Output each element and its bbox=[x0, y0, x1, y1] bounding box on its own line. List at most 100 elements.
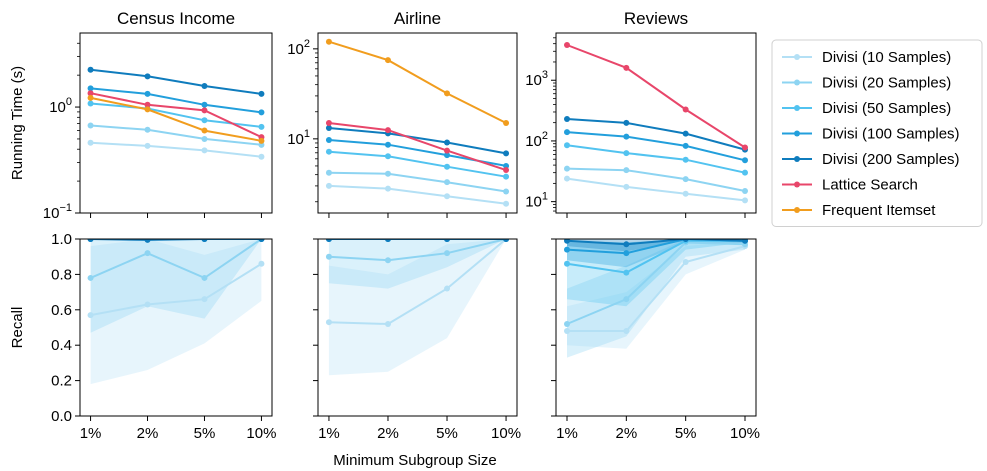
point-lattice-search-1 bbox=[87, 90, 94, 97]
panel-1: 10−1 100 Census Income Running Time (s) bbox=[9, 9, 273, 222]
point-divisi-200-samples-1 bbox=[564, 115, 570, 122]
line-divisi-10-samples bbox=[328, 239, 507, 326]
point-divisi-50-samples-3 bbox=[201, 117, 208, 124]
legend-item-divisi-200-samples: Divisi (200 Samples) bbox=[782, 151, 960, 168]
point-lattice-search-3 bbox=[682, 106, 689, 113]
y-tick-label: 103 bbox=[525, 69, 548, 89]
line-divisi-100-samples bbox=[90, 87, 262, 114]
point-divisi-100-samples-3 bbox=[201, 101, 208, 108]
y-tick-label: 0.6 bbox=[51, 302, 72, 319]
line-divisi-200-samples bbox=[566, 239, 746, 246]
point-lattice-search-1 bbox=[325, 120, 332, 126]
point-divisi-100-samples-3 bbox=[682, 142, 689, 149]
line-divisi-50-samples bbox=[566, 144, 746, 174]
point-lattice-search-4 bbox=[503, 167, 510, 174]
point-divisi-200-samples-3 bbox=[444, 239, 451, 242]
panel-5: 1% 2% 5% 10% bbox=[313, 238, 521, 442]
y-tick-label: 102 bbox=[287, 38, 310, 58]
point-divisi-10-samples-2 bbox=[384, 320, 391, 327]
point-divisi-10-samples-3 bbox=[444, 285, 451, 292]
point-divisi-100-samples-4 bbox=[258, 109, 265, 116]
point-lattice-search-2 bbox=[623, 64, 630, 71]
legend-swatch-marker bbox=[794, 130, 800, 137]
point-divisi-200-samples-1 bbox=[87, 66, 94, 73]
point-divisi-100-samples-1 bbox=[325, 137, 332, 144]
point-divisi-10-samples-2 bbox=[623, 328, 630, 335]
point-frequent-itemset-3 bbox=[201, 127, 208, 134]
point-divisi-20-samples-1 bbox=[325, 169, 332, 176]
point-divisi-10-samples-1 bbox=[325, 182, 332, 189]
point-divisi-50-samples-1 bbox=[564, 142, 570, 149]
point-divisi-10-samples-2 bbox=[384, 185, 391, 192]
line-frequent-itemset bbox=[328, 40, 507, 124]
x-tick-label: 1% bbox=[80, 425, 102, 442]
point-divisi-200-samples-1 bbox=[87, 239, 94, 242]
x-tick-label: 5% bbox=[194, 425, 216, 442]
axes-frame bbox=[79, 238, 273, 417]
panel-2: 101 102 Airline bbox=[287, 9, 518, 218]
point-divisi-20-samples-4 bbox=[503, 188, 510, 195]
point-divisi-100-samples-1 bbox=[564, 129, 570, 136]
y-tick-label: 102 bbox=[525, 130, 548, 150]
point-divisi-10-samples-4 bbox=[258, 153, 265, 160]
line-divisi-20-samples bbox=[90, 239, 262, 280]
point-divisi-200-samples-2 bbox=[144, 73, 151, 80]
point-divisi-100-samples-1 bbox=[87, 85, 94, 92]
line-divisi-10-samples bbox=[328, 184, 507, 205]
point-divisi-50-samples-1 bbox=[564, 260, 570, 267]
legend-label: Lattice Search bbox=[822, 177, 918, 194]
point-lattice-search-3 bbox=[444, 147, 451, 154]
point-divisi-10-samples-3 bbox=[682, 190, 689, 197]
point-divisi-100-samples-2 bbox=[144, 90, 151, 97]
point-divisi-10-samples-1 bbox=[564, 175, 570, 182]
point-divisi-20-samples-1 bbox=[87, 274, 94, 281]
point-divisi-20-samples-2 bbox=[623, 296, 630, 303]
y-tick-label: 0.2 bbox=[51, 373, 72, 390]
panel-6: 1% 2% 5% 10% bbox=[551, 238, 760, 442]
band-divisi-50-samples bbox=[567, 239, 745, 307]
point-divisi-50-samples-2 bbox=[623, 150, 630, 157]
point-divisi-100-samples-2 bbox=[623, 250, 630, 257]
legend-swatch-marker bbox=[794, 181, 800, 188]
point-divisi-10-samples-2 bbox=[144, 142, 151, 149]
point-divisi-20-samples-3 bbox=[444, 250, 451, 257]
point-lattice-search-1 bbox=[564, 42, 570, 49]
point-divisi-20-samples-1 bbox=[87, 122, 94, 129]
legend-item-lattice-search: Lattice Search bbox=[782, 177, 918, 194]
point-lattice-search-2 bbox=[384, 127, 391, 134]
legend-label: Divisi (10 Samples) bbox=[822, 49, 951, 66]
point-divisi-200-samples-3 bbox=[682, 239, 689, 242]
axes-frame bbox=[317, 238, 518, 417]
axes-frame bbox=[79, 32, 273, 214]
point-divisi-20-samples-3 bbox=[444, 179, 451, 186]
line-divisi-50-samples bbox=[328, 150, 507, 178]
point-divisi-20-samples-2 bbox=[384, 170, 391, 177]
point-divisi-10-samples-3 bbox=[201, 147, 208, 154]
point-lattice-search-3 bbox=[201, 107, 208, 114]
point-divisi-200-samples-3 bbox=[682, 130, 689, 137]
point-divisi-50-samples-4 bbox=[503, 173, 510, 180]
point-divisi-20-samples-2 bbox=[384, 257, 391, 264]
axes-frame bbox=[555, 32, 757, 214]
line-divisi-10-samples bbox=[566, 177, 746, 202]
y-tick-label: 0.8 bbox=[51, 266, 72, 283]
point-divisi-100-samples-3 bbox=[444, 152, 451, 159]
panel-title: Airline bbox=[394, 9, 441, 28]
point-divisi-200-samples-4 bbox=[258, 90, 265, 97]
y-tick-label: 0.4 bbox=[51, 337, 72, 354]
point-divisi-20-samples-2 bbox=[144, 250, 151, 257]
legend-swatch-marker bbox=[794, 156, 800, 162]
y-tick-label: 1.0 bbox=[51, 231, 72, 248]
line-divisi-200-samples bbox=[328, 127, 507, 155]
point-frequent-itemset-1 bbox=[87, 94, 94, 101]
point-divisi-200-samples-4 bbox=[258, 239, 265, 242]
point-divisi-200-samples-3 bbox=[201, 239, 208, 242]
x-tick-label: 2% bbox=[377, 425, 399, 442]
x-tick-label: 5% bbox=[436, 425, 458, 442]
line-divisi-100-samples bbox=[566, 131, 746, 162]
x-tick-label: 5% bbox=[675, 425, 697, 442]
line-divisi-200-samples bbox=[566, 118, 746, 151]
point-divisi-20-samples-1 bbox=[564, 320, 570, 327]
point-divisi-100-samples-4 bbox=[742, 157, 748, 164]
legend-label: Divisi (20 Samples) bbox=[822, 75, 951, 92]
